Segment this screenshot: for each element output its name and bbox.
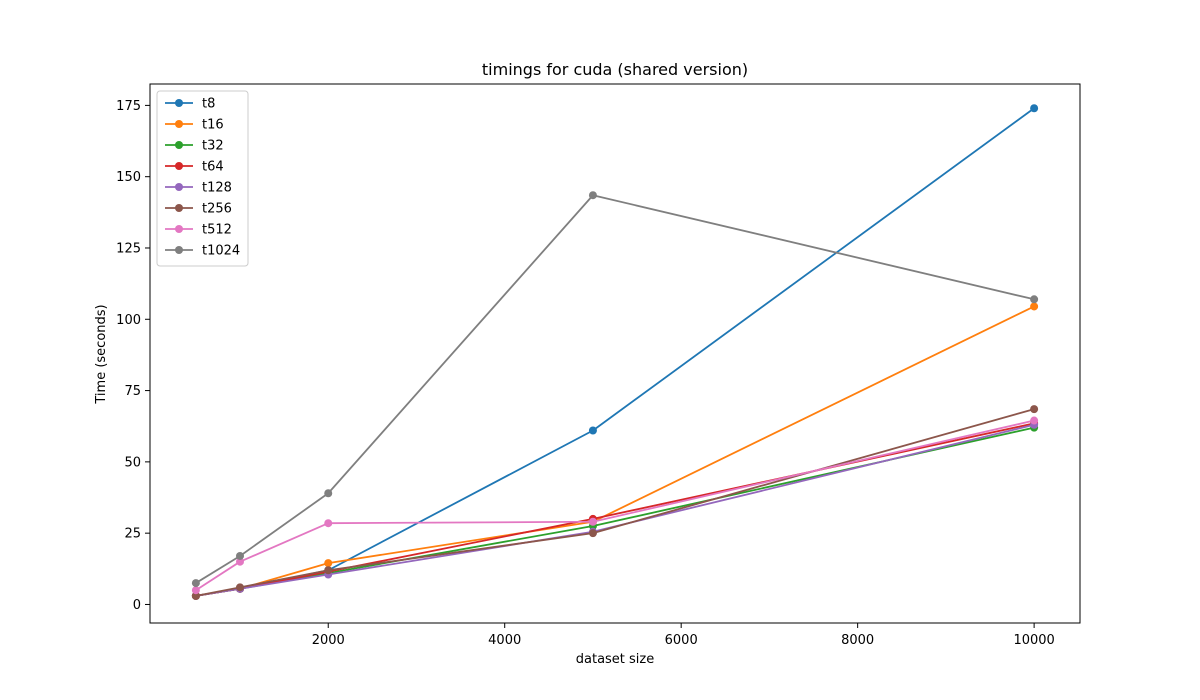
y-tick-label: 125	[116, 241, 141, 256]
legend-item-t64: t64	[165, 160, 224, 175]
legend-item-t512: t512	[165, 223, 232, 238]
data-point-t16-2	[324, 559, 333, 568]
x-axis-label: dataset size	[576, 652, 655, 667]
x-tick-label: 2000	[312, 633, 345, 648]
x-tick-label: 6000	[665, 633, 698, 648]
data-point-t512-4	[1030, 416, 1039, 425]
legend-item-t256: t256	[165, 202, 232, 217]
data-point-t1024-4	[1030, 295, 1039, 304]
data-point-t8-4	[1030, 104, 1039, 113]
data-point-t256-4	[1030, 405, 1039, 414]
series-line-t256	[195, 408, 1035, 597]
data-point-t512-1	[236, 557, 244, 566]
legend-marker-t32	[175, 141, 183, 149]
legend-box	[156, 90, 249, 267]
legend: t8 t16 t32 t64 t128 t256 t512 t1024	[156, 90, 249, 267]
legend-label-t128: t128	[202, 181, 232, 196]
series-t16	[191, 302, 1039, 600]
legend-label-t32: t32	[202, 139, 224, 154]
data-point-t1024-2	[324, 489, 333, 498]
data-point-t8-3	[588, 426, 597, 435]
y-tick-label: 25	[124, 527, 141, 542]
legend-label-t256: t256	[202, 202, 232, 217]
legend-marker-t64	[175, 162, 183, 170]
legend-item-t128: t128	[165, 181, 232, 196]
legend-marker-t128	[175, 183, 183, 191]
legend-marker-t8	[175, 99, 183, 107]
series-line-t1024	[195, 194, 1035, 584]
series-t1024	[191, 191, 1039, 588]
legend-marker-t512	[175, 225, 183, 233]
data-point-t512-2	[324, 519, 333, 528]
legend-label-t8: t8	[202, 97, 215, 112]
legend-label-t1024: t1024	[202, 244, 240, 259]
series-t256	[191, 405, 1039, 600]
legend-label-t16: t16	[202, 118, 224, 133]
legend-marker-t1024	[175, 246, 183, 254]
y-tick-label: 75	[124, 384, 141, 399]
y-tick-label: 150	[116, 170, 141, 185]
y-tick-label: 0	[133, 598, 141, 613]
legend-label-t64: t64	[202, 160, 224, 175]
plot-frame	[149, 83, 1081, 624]
legend-item-t8: t8	[165, 97, 215, 112]
data-point-t512-3	[588, 517, 597, 526]
data-point-t256-1	[236, 583, 244, 592]
legend-label-t512: t512	[202, 223, 232, 238]
data-point-t1024-0	[191, 579, 200, 588]
legend-marker-t256	[175, 204, 183, 212]
data-point-t1024-3	[588, 191, 597, 200]
chart-title: timings for cuda (shared version)	[482, 60, 748, 79]
y-tick-label: 175	[116, 99, 141, 114]
x-tick-label: 4000	[488, 633, 521, 648]
x-tick-label: 8000	[841, 633, 874, 648]
series-line-t8	[195, 107, 1035, 597]
data-point-t16-4	[1030, 302, 1039, 311]
x-tick-label: 10000	[1013, 633, 1054, 648]
legend-item-t16: t16	[165, 118, 224, 133]
legend-marker-t16	[175, 120, 183, 128]
data-point-t256-2	[324, 566, 333, 575]
y-tick-label: 100	[116, 313, 141, 328]
series-t512	[191, 416, 1039, 595]
data-point-t1024-1	[236, 551, 244, 560]
data-point-t512-0	[191, 586, 200, 595]
legend-item-t1024: t1024	[165, 244, 240, 259]
data-point-t256-0	[191, 591, 200, 600]
y-axis-label: Time (seconds)	[94, 304, 109, 404]
y-tick-label: 50	[124, 455, 141, 470]
data-point-t256-3	[588, 529, 597, 538]
legend-item-t32: t32	[165, 139, 224, 154]
